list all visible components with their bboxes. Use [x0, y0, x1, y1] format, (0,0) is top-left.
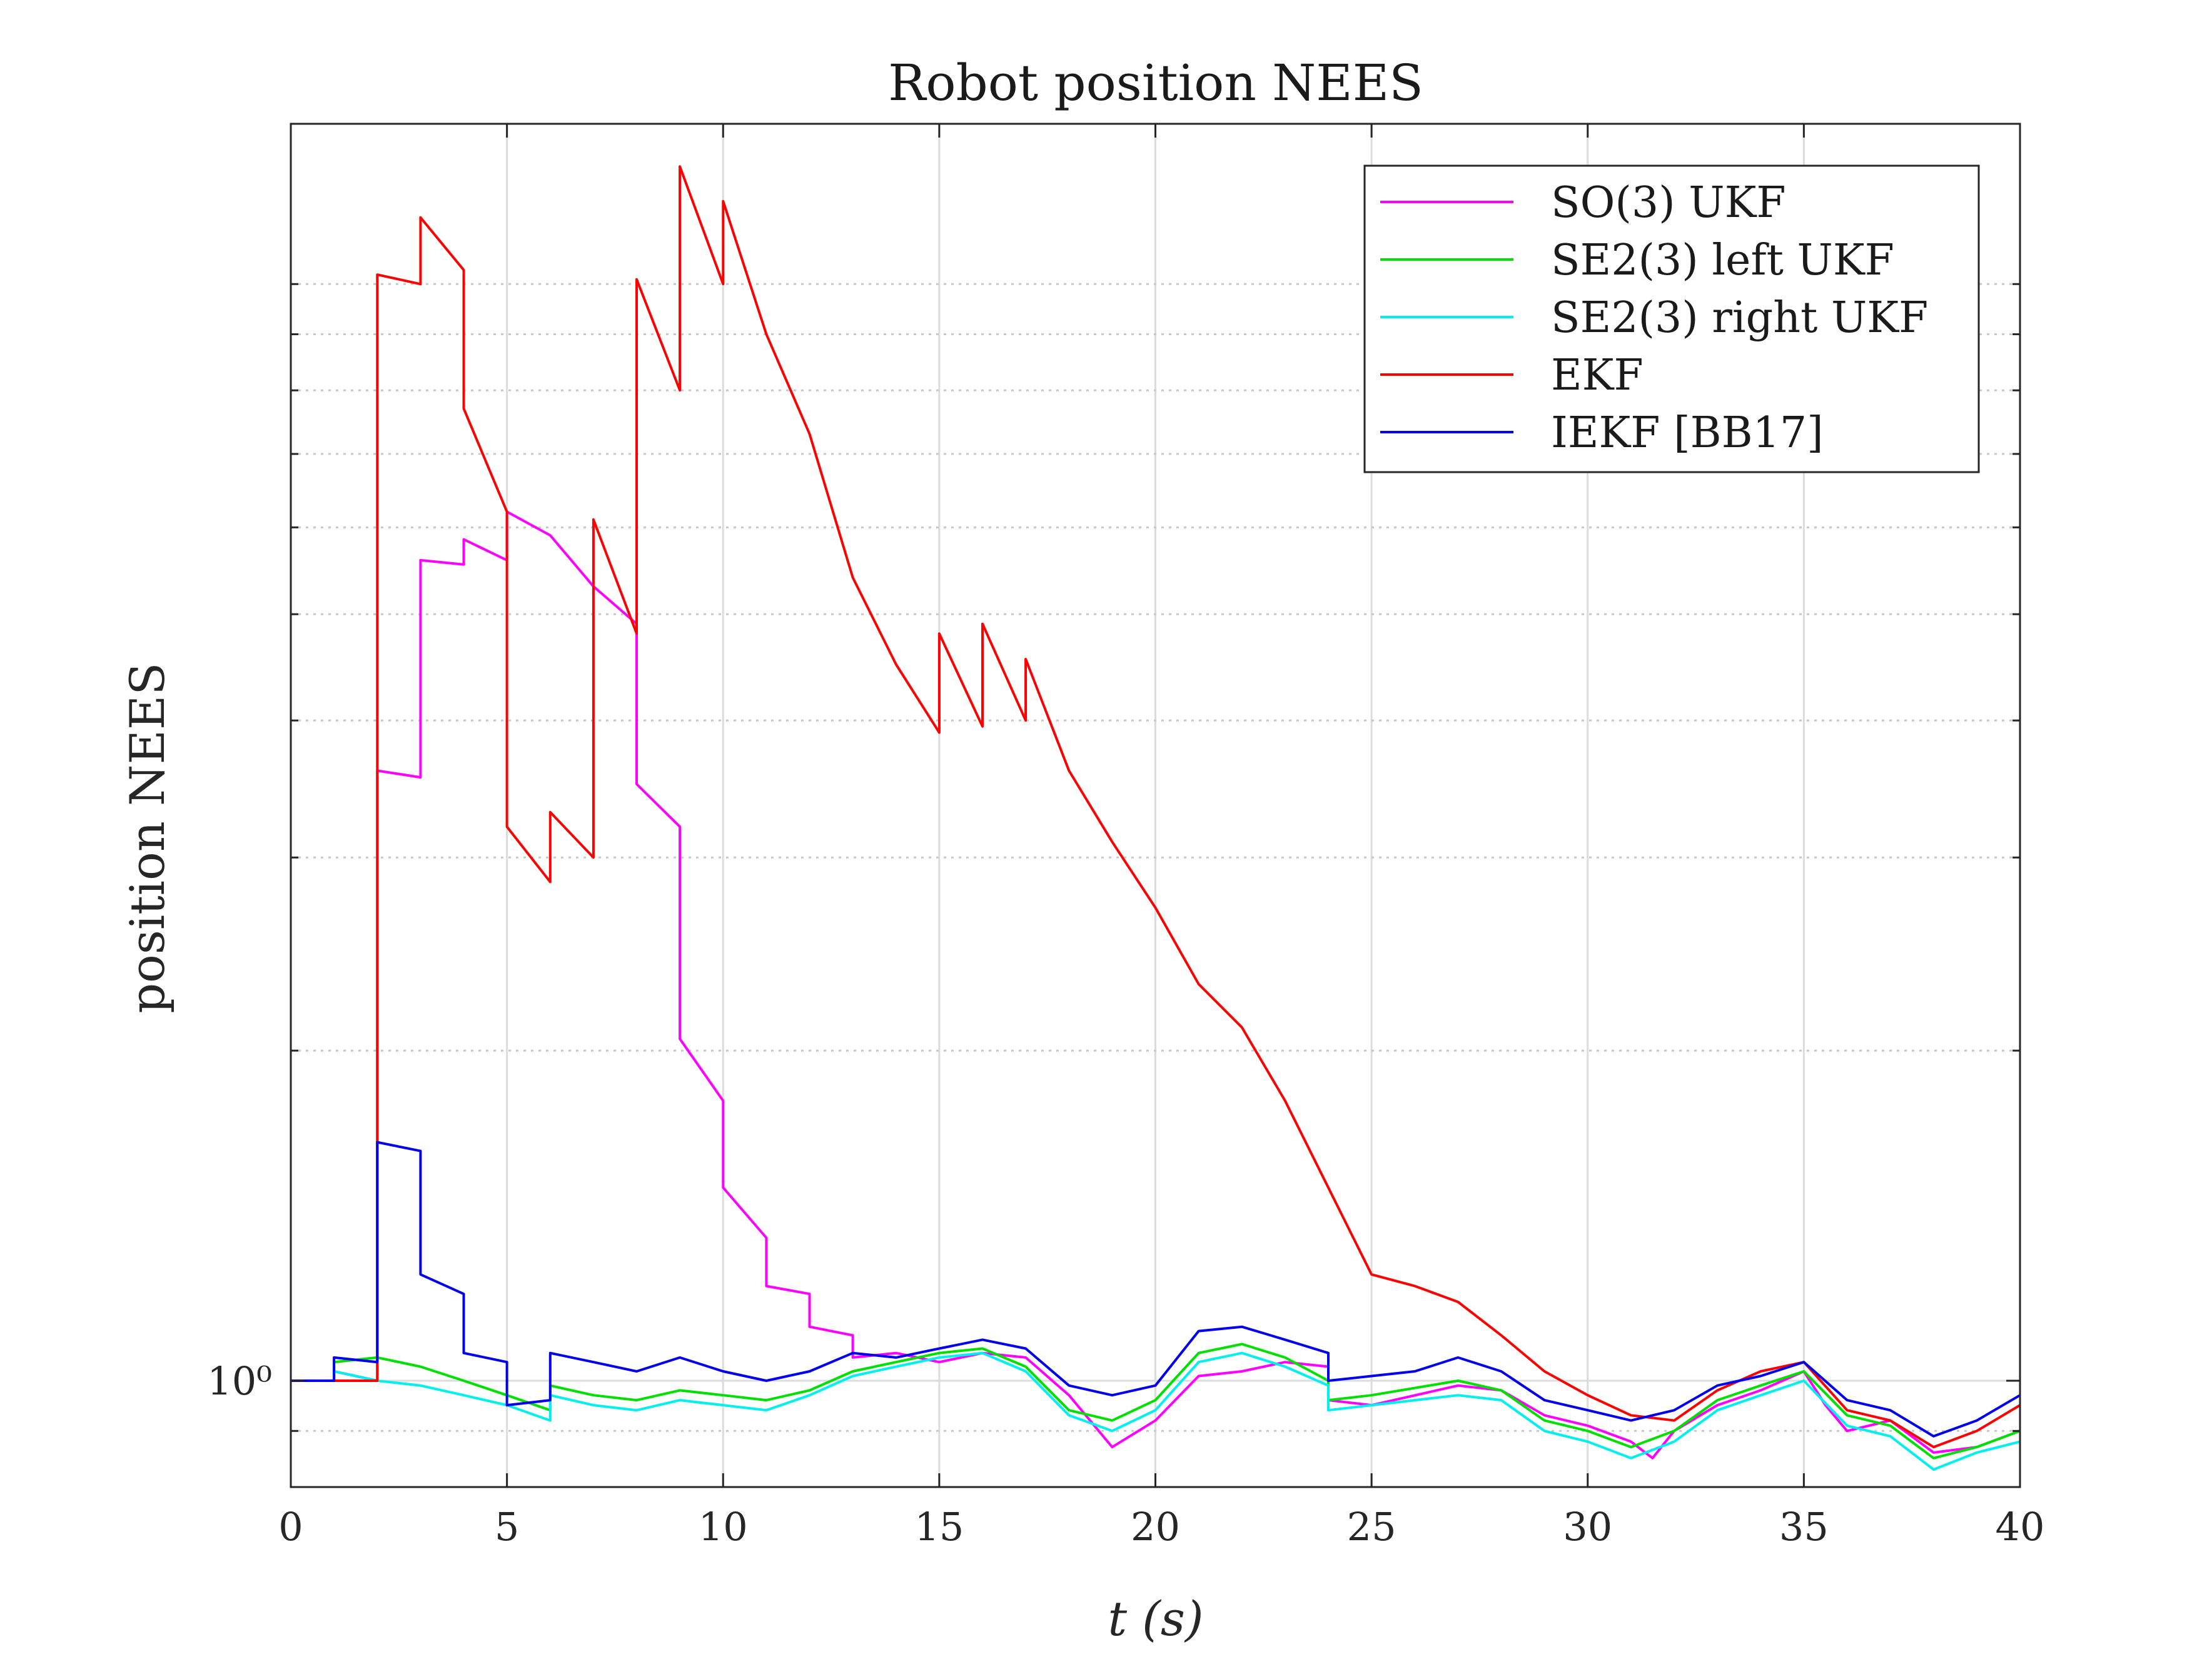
legend-label-0: SO(3) UKF [1551, 178, 1786, 228]
x-tick-label: 40 [1996, 1504, 2045, 1550]
chart-title: Robot position NEES [888, 54, 1423, 112]
legend-box [1363, 164, 1980, 473]
legend-label-1: SE2(3) left UKF [1551, 236, 1894, 285]
legend-label-2: SE2(3) right UKF [1551, 293, 1928, 343]
y-tick-labels: 10⁰ [207, 1358, 272, 1404]
series-lines [291, 165, 2021, 1471]
x-tick-label: 10 [699, 1504, 748, 1550]
x-tick-label: 15 [914, 1504, 964, 1550]
x-tick-label: 5 [495, 1504, 519, 1550]
x-tick-label: 0 [278, 1504, 303, 1550]
x-tick-labels: 0 5 10 15 20 25 30 35 40 [278, 1504, 2044, 1550]
x-tick-label: 20 [1131, 1504, 1180, 1550]
y-axis-label: position NEES [119, 663, 175, 1014]
series-line-4 [291, 1141, 2021, 1438]
x-tick-label: 30 [1563, 1504, 1612, 1550]
x-tick-label: 35 [1779, 1504, 1829, 1550]
x-tick-label: 25 [1347, 1504, 1396, 1550]
legend-label-4: IEKF [BB17] [1551, 408, 1824, 458]
legend: SO(3) UKF SE2(3) left UKF SE2(3) right UKF… [1363, 164, 1980, 473]
series-line-3 [291, 165, 2021, 1449]
legend-label-3: EKF [1551, 351, 1644, 400]
axes [290, 123, 2021, 1488]
x-axis-label: t (s) [1108, 1591, 1203, 1646]
y-tick-label: 10⁰ [207, 1358, 272, 1404]
series-line-2 [291, 1351, 2021, 1471]
